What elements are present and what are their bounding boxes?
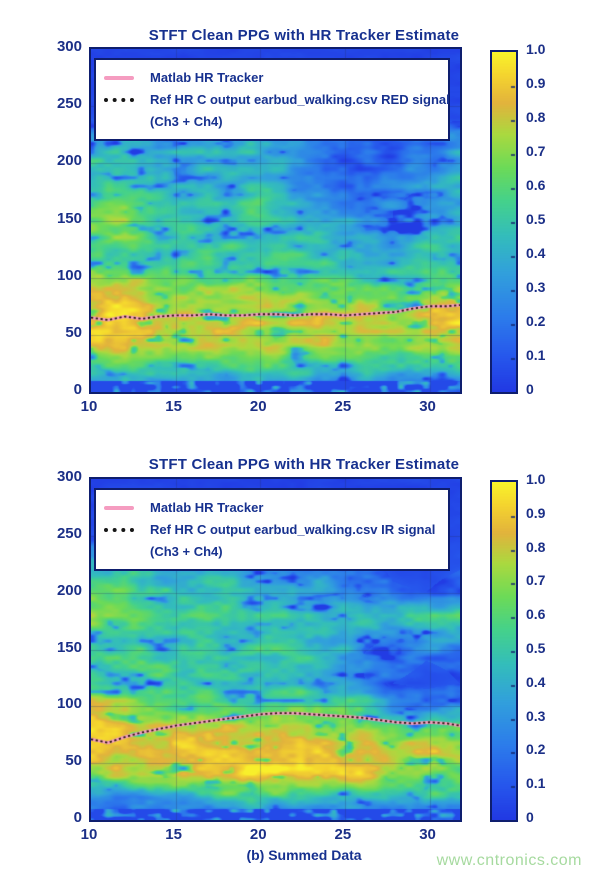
x-tick-label: 20 [249, 826, 267, 843]
x-tick-label: 15 [165, 398, 182, 415]
x-tick-label: 30 [419, 398, 436, 415]
y-tick-label: 200 [56, 152, 82, 170]
legend-label: Matlab HR Tracker [150, 499, 264, 515]
colorbar-tick-label: 0.4 [526, 245, 546, 261]
colorbar-tick-label: 0.6 [526, 606, 546, 623]
x-tick-label: 10 [80, 826, 98, 843]
colorbar-canvas [492, 482, 516, 820]
y-tick-label: 50 [65, 752, 82, 770]
legend-entry-continuation: (Ch3 + Ch4) [104, 541, 440, 563]
legend-label: Ref HR C output earbud_walking.csv IR si… [150, 521, 436, 537]
colorbar-tick-label: 0.7 [526, 572, 546, 589]
x-tick-label: 30 [419, 826, 436, 843]
legend-label: (Ch3 + Ch4) [150, 543, 223, 559]
colorbar-tick-label: 0.1 [526, 775, 546, 792]
y-tick-label: 100 [56, 695, 82, 713]
x-tick-label: 10 [80, 398, 98, 415]
colorbar [490, 480, 518, 822]
colorbar-tick-label: 0.5 [526, 640, 546, 656]
legend-label: Ref HR C output earbud_walking.csv RED s… [150, 91, 450, 107]
colorbar-tick-label: 0.4 [526, 673, 546, 690]
legend-entry: Matlab HR Tracker [104, 497, 440, 519]
colorbar-tick-label: 0.7 [526, 143, 546, 159]
x-tick-label: 25 [334, 826, 352, 843]
y-tick-label: 150 [56, 638, 82, 656]
y-tick-label: 150 [56, 209, 82, 227]
colorbar-tick-label: 0.5 [526, 211, 546, 227]
y-tick-label: 250 [56, 524, 82, 542]
colorbar-tick-label: 0.1 [526, 347, 546, 363]
legend-entry: Ref HR C output earbud_walking.csv RED s… [104, 89, 450, 111]
legend-entry: Matlab HR Tracker [104, 67, 440, 89]
legend-line-sample [104, 506, 134, 510]
y-tick-label: 0 [73, 381, 82, 398]
colorbar-tick-label: 0.8 [526, 109, 546, 125]
colorbar-tick-label: 0.2 [526, 741, 546, 758]
colorbar-tick-label: 0.2 [526, 313, 546, 329]
y-tick-label: 300 [56, 38, 82, 55]
legend-label: (Ch3 + Ch4) [150, 113, 223, 129]
colorbar-tick-label: 0 [526, 381, 534, 397]
legend-entry-continuation: (Ch3 + Ch4) [104, 111, 440, 133]
legend-box: Matlab HR Tracker Ref HR C output earbud_… [94, 488, 450, 571]
legend-line-sample [104, 76, 134, 80]
plot-area: Matlab HR Tracker Ref HR C output earbud_… [89, 47, 462, 394]
y-tick-label: 300 [56, 468, 82, 485]
colorbar-canvas [492, 52, 516, 392]
x-tick-label: 25 [334, 398, 352, 415]
y-tick-label: 200 [56, 581, 82, 599]
y-tick-label: 250 [56, 95, 82, 113]
colorbar-tick-label: 0.3 [526, 279, 546, 295]
y-tick-label: 0 [73, 809, 82, 826]
x-tick-label: 15 [165, 826, 182, 843]
legend-entry: Ref HR C output earbud_walking.csv IR si… [104, 519, 440, 541]
colorbar-tick-label: 0 [526, 809, 534, 825]
plot-area: Matlab HR Tracker Ref HR C output earbud_… [89, 477, 462, 822]
y-tick-label: 100 [56, 266, 82, 284]
legend-dotted-sample [104, 528, 134, 532]
colorbar-tick-label: 0.9 [526, 75, 546, 91]
chart-title: STFT Clean PPG with HR Tracker Estimate [148, 27, 460, 44]
colorbar-tick-label: 1.0 [526, 471, 546, 487]
watermark: www.cntronics.com [436, 852, 582, 869]
colorbar-tick-label: 0.3 [526, 707, 546, 724]
colorbar-tick-label: 1.0 [526, 41, 546, 57]
colorbar [490, 50, 518, 394]
colorbar-tick-label: 0.9 [526, 504, 546, 521]
colorbar-tick-label: 0.8 [526, 538, 546, 555]
legend-box: Matlab HR Tracker Ref HR C output earbud_… [94, 58, 450, 141]
y-tick-label: 50 [65, 323, 82, 341]
chart-title: STFT Clean PPG with HR Tracker Estimate [148, 456, 460, 473]
colorbar-tick-label: 0.6 [526, 177, 546, 193]
figure-caption: (b) Summed Data [246, 847, 362, 863]
legend-dotted-sample [104, 98, 134, 102]
legend-label: Matlab HR Tracker [150, 69, 264, 85]
x-tick-label: 20 [249, 398, 267, 415]
